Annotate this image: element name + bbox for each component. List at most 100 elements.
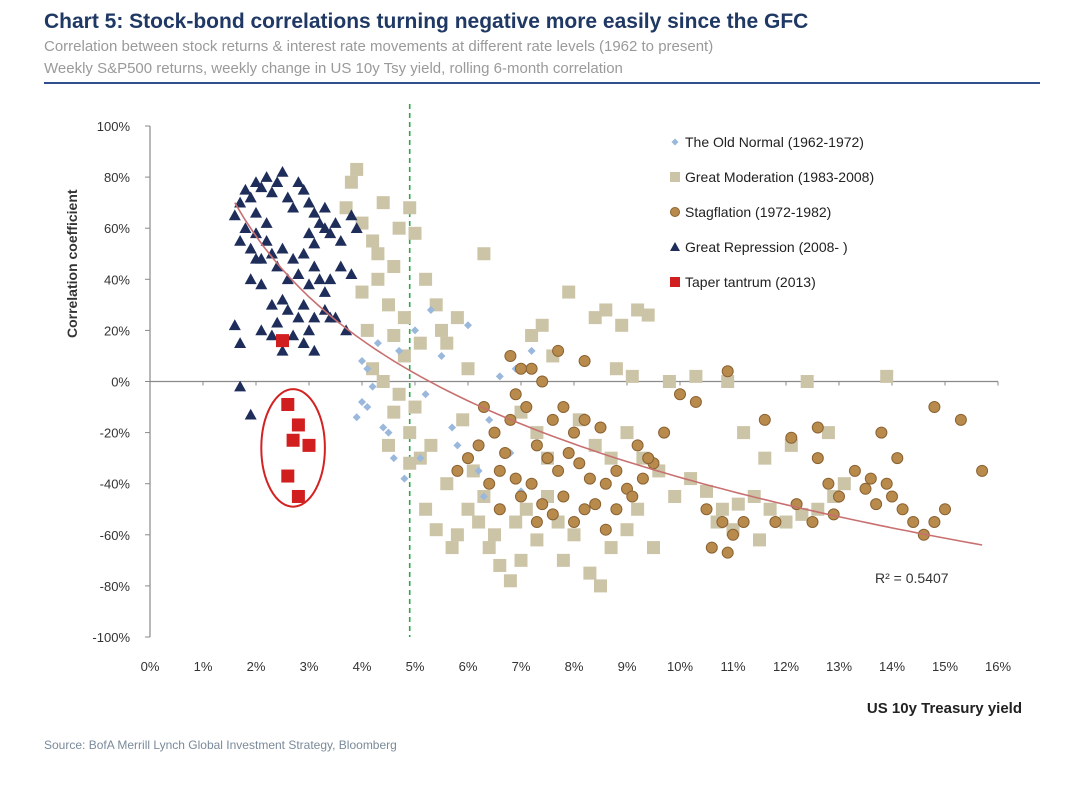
x-tick-label: 5% [406, 659, 425, 674]
data-point [456, 413, 470, 427]
data-point [376, 196, 390, 210]
data-point [509, 388, 522, 401]
data-point [440, 477, 454, 491]
data-point [324, 311, 337, 323]
data-point [244, 408, 257, 420]
x-tick-label: 1% [194, 659, 213, 674]
data-point [276, 334, 289, 348]
data-point [334, 234, 347, 246]
data-point [265, 298, 278, 310]
x-tick-label: 15% [932, 659, 958, 674]
data-point [641, 308, 655, 322]
legend-label: Taper tantrum (2013) [685, 274, 816, 290]
data-point [260, 171, 273, 182]
data-point [379, 423, 388, 432]
data-point [318, 222, 331, 233]
data-point [403, 456, 417, 470]
data-point [413, 336, 427, 350]
y-tick-label: -60% [100, 528, 131, 543]
data-point [599, 523, 612, 536]
data-point [527, 346, 536, 355]
data-point [416, 454, 425, 463]
x-tick-label: 7% [512, 659, 531, 674]
data-point [479, 492, 488, 501]
data-point [292, 268, 305, 279]
data-point [308, 260, 321, 272]
data-point [715, 502, 729, 516]
data-point [609, 362, 623, 376]
data-point [352, 413, 361, 422]
data-point [578, 355, 591, 368]
data-point [795, 507, 809, 521]
data-point [546, 413, 559, 426]
legend-marker-square [670, 277, 680, 287]
data-point [610, 503, 623, 516]
data-point [689, 369, 703, 383]
data-point [583, 472, 596, 485]
data-point [260, 234, 273, 246]
legend: The Old Normal (1962-1972) Great Moderati… [670, 134, 874, 290]
data-point [636, 472, 649, 485]
data-point [271, 316, 284, 328]
data-point [350, 162, 364, 176]
data-point [519, 502, 533, 516]
data-point [389, 454, 398, 463]
legend-marker-triangle [670, 242, 680, 251]
data-point [495, 372, 504, 381]
data-point [483, 477, 496, 490]
data-point [578, 413, 591, 426]
data-point [536, 375, 549, 388]
data-point [366, 362, 380, 376]
data-point [466, 464, 480, 478]
series-2 [451, 344, 989, 559]
data-point [400, 474, 409, 483]
data-point [350, 222, 363, 233]
data-point [700, 503, 713, 516]
legend-marker-diamond [671, 138, 679, 146]
legend-item: Taper tantrum (2013) [670, 274, 816, 290]
data-point [541, 452, 554, 465]
data-point [366, 234, 380, 248]
legend-marker-square [670, 172, 680, 182]
data-point [250, 252, 262, 264]
data-point [424, 438, 438, 452]
data-point [234, 337, 247, 348]
data-point [371, 247, 385, 261]
data-point [303, 278, 315, 290]
data-point [674, 388, 686, 401]
data-point [562, 447, 575, 460]
data-point [318, 286, 331, 297]
data-point [515, 362, 527, 375]
data-point [408, 400, 422, 414]
data-point [358, 357, 366, 366]
data-point [647, 541, 660, 555]
series-1 [339, 162, 894, 593]
data-point [700, 484, 713, 498]
series-4 [276, 334, 316, 503]
data-point [453, 441, 462, 450]
x-axis-title: US 10y Treasury yield [867, 700, 1022, 717]
y-tick-label: -40% [100, 477, 131, 492]
x-tick-label: 10% [667, 659, 693, 674]
data-point [631, 502, 645, 516]
data-point [594, 421, 607, 434]
data-point [308, 344, 321, 356]
data-point [244, 191, 257, 203]
data-point [303, 324, 315, 336]
data-point [387, 260, 401, 274]
data-point [620, 426, 634, 440]
data-point [721, 375, 735, 388]
data-point [318, 201, 331, 213]
data-point [276, 344, 289, 356]
data-point [515, 490, 527, 503]
data-point [731, 497, 745, 511]
data-point [493, 464, 506, 477]
data-point [599, 303, 613, 317]
data-point [419, 272, 433, 286]
data-point [615, 318, 629, 332]
data-point [599, 477, 612, 490]
data-point [287, 201, 300, 213]
data-point [625, 369, 639, 383]
data-point [250, 227, 262, 239]
data-point [450, 528, 464, 542]
